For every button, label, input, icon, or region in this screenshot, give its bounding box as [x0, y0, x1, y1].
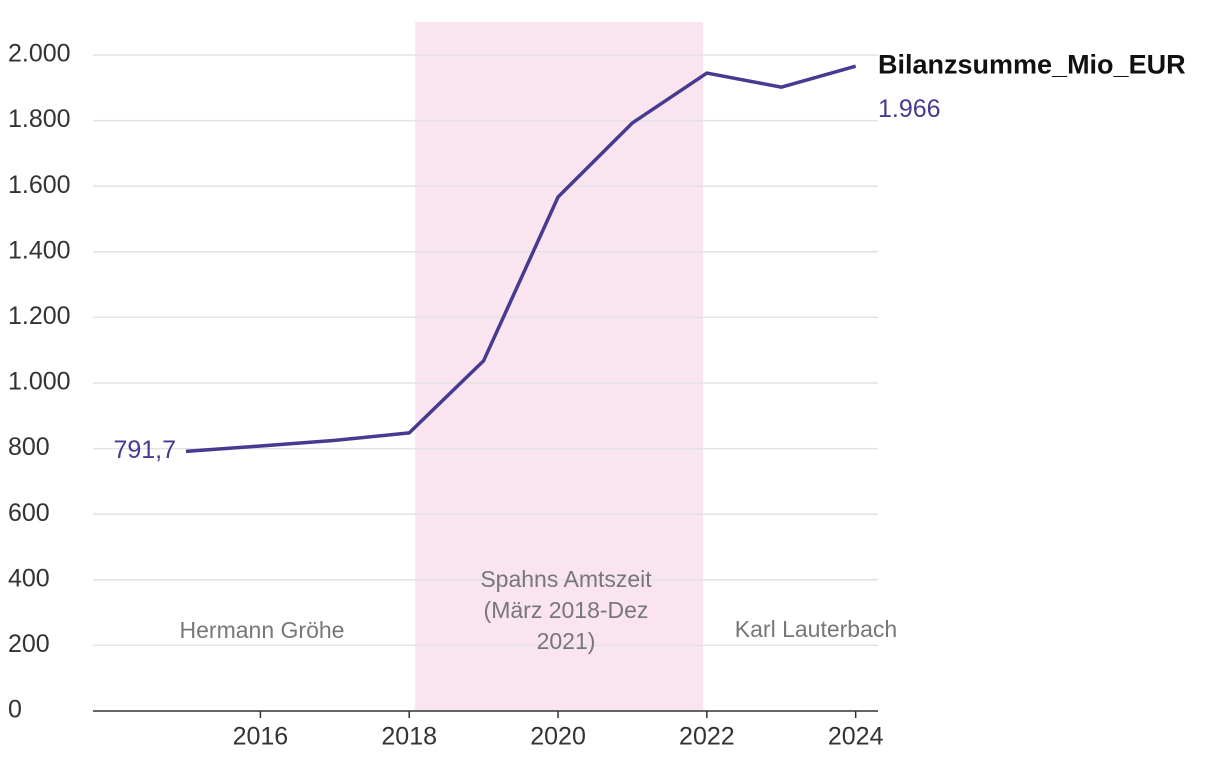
x-tick-label: 2016 — [233, 723, 289, 751]
y-tick-label: 200 — [8, 630, 50, 658]
y-tick-label: 1.000 — [8, 368, 71, 396]
y-tick-label: 1.600 — [8, 171, 71, 199]
y-tick-label: 1.800 — [8, 105, 71, 133]
y-tick-label: 2.000 — [8, 40, 71, 68]
y-tick-label: 0 — [8, 696, 22, 724]
annotation: 2021) — [537, 628, 596, 654]
series-name: Bilanzsumme_Mio_EUR — [878, 49, 1186, 79]
y-tick-label: 1.400 — [8, 236, 71, 264]
y-tick-label: 400 — [8, 564, 50, 592]
highlight-band — [415, 22, 704, 711]
value-label: 791,7 — [113, 436, 176, 464]
annotation: Spahns Amtszeit — [480, 566, 652, 592]
y-tick-label: 1.200 — [8, 302, 71, 330]
series-line — [185, 64, 857, 454]
annotation: (März 2018-Dez — [484, 597, 649, 623]
x-tick-label: 2022 — [679, 723, 735, 751]
annotation: Hermann Gröhe — [180, 617, 345, 643]
x-tick-label: 2024 — [828, 723, 884, 751]
value-label: 1.966 — [878, 95, 941, 123]
annotation: Karl Lauterbach — [735, 616, 897, 642]
y-tick-label: 600 — [8, 499, 50, 527]
x-tick-label: 2018 — [381, 723, 437, 751]
x-tick-label: 2020 — [530, 723, 586, 751]
y-tick-label: 800 — [8, 433, 50, 461]
